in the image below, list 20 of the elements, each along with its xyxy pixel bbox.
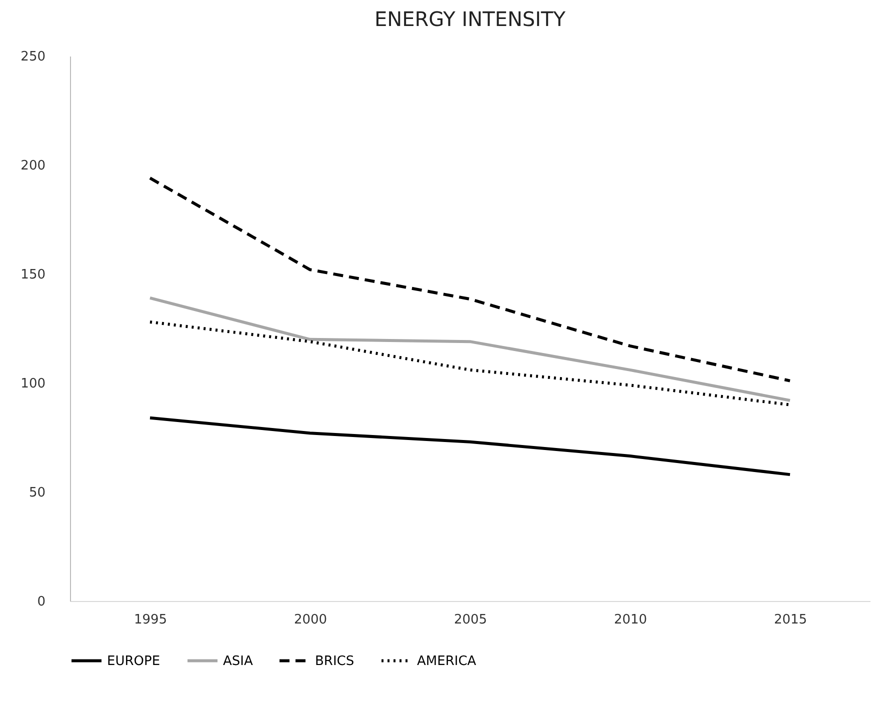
chart-title: ENERGY INTENSITY	[374, 7, 566, 31]
line-series	[148, 176, 792, 382]
x-tick-label: 1995	[134, 612, 168, 628]
x-tick-label: 2015	[774, 612, 808, 628]
line-series	[148, 416, 792, 476]
y-tick-label: 150	[20, 268, 46, 282]
line-series	[148, 296, 792, 402]
legend-label: BRICS	[315, 654, 354, 669]
y-tick-label: 50	[28, 486, 46, 500]
x-tick-label: 2010	[614, 612, 648, 628]
y-tick-label: 200	[20, 158, 46, 174]
legend-label: ASIA	[223, 654, 253, 669]
y-tick-label: 0	[37, 594, 46, 610]
y-tick-label: 250	[20, 50, 46, 64]
legend-label: AMERICA	[417, 654, 476, 669]
y-tick-label: 100	[20, 376, 46, 392]
line-series	[148, 320, 792, 406]
legend-label: EUROPE	[107, 654, 160, 669]
x-tick-label: 2005	[454, 612, 488, 628]
x-tick-label: 2000	[294, 612, 328, 628]
